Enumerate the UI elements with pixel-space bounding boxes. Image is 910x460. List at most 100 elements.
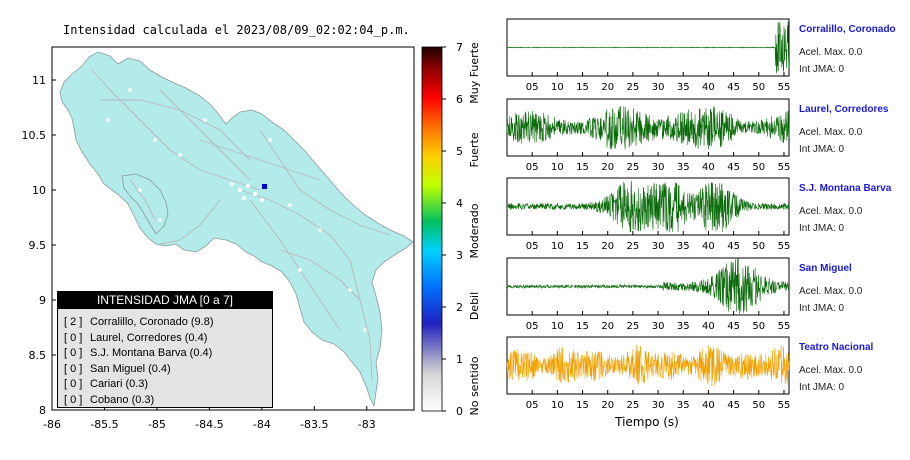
map-y-tick-label: 11 xyxy=(32,74,46,87)
waveform-tick-label: 55 xyxy=(778,321,791,332)
colorbar-level-label: No sentido xyxy=(468,356,481,415)
waveform-tick-label: 15 xyxy=(576,241,589,252)
colorbar-tick-label: 2 xyxy=(456,301,463,314)
waveform-panel: 05 10 15 20 25 30 35 40 45 50 55 xyxy=(506,257,791,332)
waveform-tick-label: 20 xyxy=(601,82,614,93)
waveform-tick-label: 25 xyxy=(627,321,640,332)
station-name: Corralillo, Coronado xyxy=(799,24,896,35)
road xyxy=(199,139,321,181)
station-acel-max: Acel. Max. 0.0 xyxy=(799,365,863,376)
map-y-tick-label: 10.5 xyxy=(22,129,47,142)
waveform-tick-label: 35 xyxy=(677,82,690,93)
waveform-tick-label: 20 xyxy=(601,400,614,411)
waveform-trace xyxy=(506,106,790,150)
station-jma-intensity: Int JMA: 0 xyxy=(799,303,845,314)
legend-row: [ 0 ] S.J. Montana Barva (0.4) xyxy=(64,346,272,362)
waveform-tick-label: 30 xyxy=(652,162,665,173)
legend-row-intensity: [ 2 ] xyxy=(64,316,83,328)
waveform-tick-label: 50 xyxy=(752,400,765,411)
land-mainland xyxy=(59,51,414,408)
legend-row-label: S.J. Montana Barva (0.4) xyxy=(90,347,213,359)
waveform-tick-label: 15 xyxy=(576,321,589,332)
legend-row: [ 2 ] Corralillo, Coronado (9.8) xyxy=(64,315,272,331)
waveform-tick-label: 30 xyxy=(652,400,665,411)
station-acel-max: Acel. Max. 0.0 xyxy=(799,286,863,297)
legend-row: [ 0 ] Laurel, Corredores (0.4) xyxy=(64,331,272,347)
legend-row-label: Cariari (0.3) xyxy=(90,378,149,390)
waveform-tick-label: 40 xyxy=(702,241,715,252)
colorbar: 0 1 2 3 4 5 6 7 No sentido Debil Moderado Fuerte Mu… xyxy=(421,41,481,418)
colorbar-tick-label: 6 xyxy=(456,93,463,106)
colorbar-levels: No sentido Debil Moderado Fuerte Muy Fuerte xyxy=(468,42,481,416)
colorbar-ticks: 0 1 2 3 4 5 6 7 xyxy=(442,41,463,418)
station-jma-intensity: Int JMA: 0 xyxy=(799,144,845,155)
waveform-tick-label: 55 xyxy=(778,162,791,173)
waveform-tick-label: 55 xyxy=(778,400,791,411)
legend-row: [ 0 ] San Miguel (0.4) xyxy=(64,362,272,378)
waveform-tick-label: 50 xyxy=(752,82,765,93)
town-dot xyxy=(298,268,302,272)
waveform-tick-label: 10 xyxy=(551,241,564,252)
station-jma-intensity: Int JMA: 0 xyxy=(799,64,845,75)
colorbar-gradient xyxy=(421,46,443,412)
town-dot xyxy=(246,184,250,188)
legend-row-label: San Miguel (0.4) xyxy=(90,362,171,375)
waveform-panel: 05 10 15 20 25 30 35 40 45 50 55 xyxy=(506,98,791,173)
legend-title: INTENSIDAD JMA [0 a 7] xyxy=(58,292,272,309)
colorbar-level-label: Fuerte xyxy=(468,132,481,167)
waveform-tick-label: 40 xyxy=(702,82,715,93)
colorbar-tick-label: 1 xyxy=(456,353,463,366)
waveform-tick-label: 20 xyxy=(601,241,614,252)
legend-row-label: Cobano (0.3) xyxy=(90,393,155,406)
waveform-tick-label: 50 xyxy=(752,321,765,332)
colorbar-tick-label: 0 xyxy=(456,405,463,418)
legend-row: [ 0 ] Cariari (0.3) xyxy=(64,377,272,393)
map-y-tick-label: 9 xyxy=(39,294,46,307)
waveform-tick-label: 45 xyxy=(727,400,740,411)
map-title: Intensidad calculada el 2023/08/09_02:02… xyxy=(63,23,410,37)
colorbar-level-label: Moderado xyxy=(468,203,481,258)
town-dot xyxy=(260,198,264,202)
waveform-tick-label: 05 xyxy=(526,400,539,411)
costa-rica-land xyxy=(59,51,414,408)
legend-row-intensity: [ 0 ] xyxy=(64,393,83,406)
waveform-tick-label: 15 xyxy=(576,400,589,411)
waveform-tick-label: 55 xyxy=(778,82,791,93)
colorbar-level-label: Muy Fuerte xyxy=(468,42,481,104)
waveform-tick-label: 40 xyxy=(702,162,715,173)
town-dot xyxy=(203,118,207,122)
town-dot xyxy=(348,288,352,292)
waveform-tick-label: 35 xyxy=(677,400,690,411)
road xyxy=(239,189,373,381)
waveform-tick-label: 25 xyxy=(627,400,640,411)
waveform-tick-label: 05 xyxy=(526,82,539,93)
legend-items: [ 2 ] Corralillo, Coronado (9.8) [ 0 ] Laur… xyxy=(58,309,272,408)
waveform-tick-label: 10 xyxy=(551,321,564,332)
colorbar-tick-label: 5 xyxy=(456,145,463,158)
town-dot xyxy=(230,182,234,186)
waveform-xlabel: Tiempo (s) xyxy=(614,415,679,429)
station-acel-max: Acel. Max. 0.0 xyxy=(799,127,863,138)
intensity-legend: INTENSIDAD JMA [0 a 7] [ 2 ] Corralillo, … xyxy=(57,291,273,408)
waveform-trace xyxy=(506,344,790,387)
map-y-tick-label: 9.5 xyxy=(29,239,47,252)
town-dot xyxy=(288,203,292,207)
map-y-tick-label: 8.5 xyxy=(29,349,47,362)
waveform-tick-label: 10 xyxy=(551,82,564,93)
station-jma-intensity: Int JMA: 0 xyxy=(799,223,845,234)
waveform-tick-label: 15 xyxy=(576,82,589,93)
station-name: Teatro Nacional xyxy=(799,342,874,353)
legend-row-intensity: [ 0 ] xyxy=(64,331,83,344)
map-y-ticks: 8 8.5 9 9.5 10 10.5 11 xyxy=(22,74,56,417)
town-dot xyxy=(153,138,157,142)
waveform-tick-label: 20 xyxy=(601,321,614,332)
road xyxy=(129,179,156,221)
road xyxy=(159,89,251,181)
waveform-trace xyxy=(506,180,790,233)
town-dot xyxy=(138,188,142,192)
map-x-ticks: -86 -85.5 -85 -84.5 -84 -83.5 -83 xyxy=(43,406,376,431)
station-name: Laurel, Corredores xyxy=(799,104,889,115)
waveform-tick-label: 40 xyxy=(702,400,715,411)
town-dot xyxy=(158,218,162,222)
waveform-tick-label: 35 xyxy=(677,241,690,252)
